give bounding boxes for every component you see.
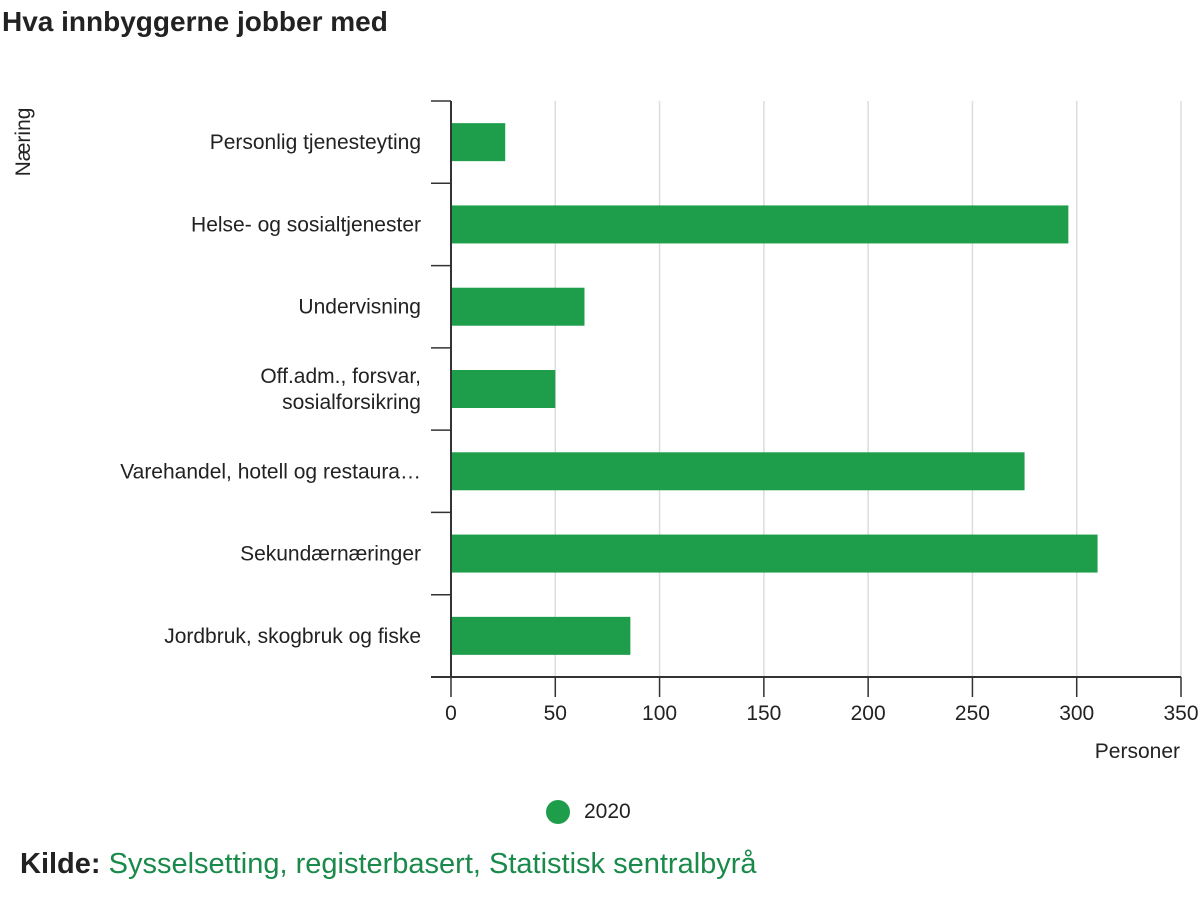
bar[interactable] xyxy=(451,123,506,162)
bars xyxy=(451,123,1098,655)
bar[interactable] xyxy=(451,287,585,326)
source-label: Kilde: xyxy=(20,848,101,880)
bar[interactable] xyxy=(451,205,1069,244)
legend[interactable]: 2020 xyxy=(546,800,631,824)
bar[interactable] xyxy=(451,534,1098,573)
axes xyxy=(431,100,1182,697)
x-tick-label: 350 xyxy=(1163,702,1198,725)
x-tick-label: 200 xyxy=(851,702,886,725)
chart-title: Hva innbyggerne jobber med xyxy=(2,6,388,37)
x-tick-labels: 0 50 100 150 200 250 300 350 xyxy=(445,702,1198,725)
source-line: Kilde: Sysselsetting, registerbasert, St… xyxy=(20,848,757,881)
x-tick-label: 150 xyxy=(746,702,781,725)
legend-label: 2020 xyxy=(584,800,631,823)
category-label: Undervisning xyxy=(298,296,421,319)
bar[interactable] xyxy=(451,616,631,655)
x-tick-label: 0 xyxy=(445,702,457,725)
bar[interactable] xyxy=(451,370,556,408)
grid-lines xyxy=(554,101,1182,677)
legend-marker-icon xyxy=(546,800,570,824)
category-label: Off.adm., forsvar, sosialforsikring xyxy=(260,365,421,414)
category-label: Helse- og sosialtjenester xyxy=(191,213,421,236)
category-label: Personlig tjenesteyting xyxy=(210,131,421,154)
x-tick-label: 300 xyxy=(1059,702,1094,725)
category-label: Sekundærnæringer xyxy=(240,543,421,566)
x-axis-title: Personer xyxy=(1095,740,1180,763)
category-label: Jordbruk, skogbruk og fiske xyxy=(164,625,421,648)
source-link[interactable]: Sysselsetting, registerbasert, Statistis… xyxy=(108,848,757,880)
category-label: Varehandel, hotell og restaura… xyxy=(120,460,421,483)
y-axis-title: Næring xyxy=(12,108,35,177)
x-tick-label: 50 xyxy=(544,702,567,725)
x-tick-label: 250 xyxy=(955,702,990,725)
bar[interactable] xyxy=(451,452,1025,491)
category-labels: Personlig tjenesteyting Helse- og sosialt… xyxy=(120,131,421,648)
bar-chart: Personlig tjenesteyting Helse- og sosialt… xyxy=(12,100,1199,763)
x-tick-label: 100 xyxy=(642,702,677,725)
